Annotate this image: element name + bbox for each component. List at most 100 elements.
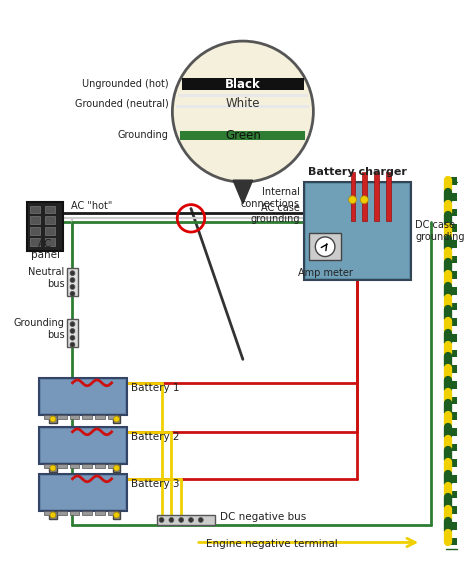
FancyBboxPatch shape <box>41 380 125 413</box>
FancyBboxPatch shape <box>446 287 457 294</box>
FancyBboxPatch shape <box>30 205 40 213</box>
Bar <box>176 105 310 108</box>
FancyBboxPatch shape <box>446 475 457 482</box>
Circle shape <box>169 517 174 522</box>
FancyBboxPatch shape <box>39 378 128 415</box>
FancyBboxPatch shape <box>446 193 457 200</box>
FancyBboxPatch shape <box>57 415 66 419</box>
FancyBboxPatch shape <box>446 522 457 530</box>
FancyBboxPatch shape <box>45 227 55 235</box>
Circle shape <box>70 284 75 289</box>
FancyBboxPatch shape <box>446 412 457 420</box>
FancyBboxPatch shape <box>446 538 457 546</box>
Bar <box>180 131 305 140</box>
FancyBboxPatch shape <box>446 396 457 404</box>
FancyBboxPatch shape <box>446 240 457 248</box>
FancyBboxPatch shape <box>446 475 457 482</box>
FancyBboxPatch shape <box>95 464 105 468</box>
FancyBboxPatch shape <box>351 172 356 221</box>
FancyBboxPatch shape <box>82 511 92 515</box>
FancyBboxPatch shape <box>57 511 66 515</box>
FancyBboxPatch shape <box>446 444 457 452</box>
Text: Grounded (neutral): Grounded (neutral) <box>75 99 168 109</box>
Circle shape <box>360 196 368 204</box>
FancyBboxPatch shape <box>446 506 457 514</box>
Circle shape <box>50 416 56 422</box>
FancyBboxPatch shape <box>113 511 120 519</box>
FancyBboxPatch shape <box>306 184 410 278</box>
Text: DC case
grounding: DC case grounding <box>415 220 465 242</box>
FancyBboxPatch shape <box>446 302 457 310</box>
FancyBboxPatch shape <box>49 464 57 472</box>
FancyBboxPatch shape <box>386 172 391 221</box>
FancyBboxPatch shape <box>44 464 54 468</box>
Text: Battery 1: Battery 1 <box>131 383 180 393</box>
Text: Internal
connections: Internal connections <box>241 187 300 208</box>
FancyBboxPatch shape <box>82 464 92 468</box>
FancyBboxPatch shape <box>446 208 457 216</box>
Text: AC "hot": AC "hot" <box>71 200 112 211</box>
FancyBboxPatch shape <box>66 319 78 347</box>
FancyBboxPatch shape <box>41 429 125 462</box>
FancyBboxPatch shape <box>95 415 105 419</box>
Bar <box>178 95 308 97</box>
FancyBboxPatch shape <box>446 177 457 185</box>
FancyBboxPatch shape <box>30 227 40 235</box>
Circle shape <box>349 196 356 204</box>
Circle shape <box>114 465 119 471</box>
Text: White: White <box>226 97 260 110</box>
FancyBboxPatch shape <box>446 334 457 342</box>
Text: Battery charger: Battery charger <box>308 167 407 177</box>
FancyBboxPatch shape <box>39 474 128 511</box>
FancyBboxPatch shape <box>446 506 457 514</box>
Polygon shape <box>233 180 253 204</box>
Text: DC negative bus: DC negative bus <box>220 512 307 522</box>
Circle shape <box>70 291 75 296</box>
FancyBboxPatch shape <box>446 208 457 216</box>
Text: Green: Green <box>225 128 261 142</box>
FancyBboxPatch shape <box>108 511 118 515</box>
FancyBboxPatch shape <box>446 318 457 326</box>
Text: AC
panel: AC panel <box>30 239 60 261</box>
FancyBboxPatch shape <box>446 177 457 185</box>
FancyBboxPatch shape <box>30 216 40 224</box>
Text: Ungrounded (hot): Ungrounded (hot) <box>82 79 168 89</box>
FancyBboxPatch shape <box>45 205 55 213</box>
Circle shape <box>50 512 56 518</box>
FancyBboxPatch shape <box>362 172 367 221</box>
FancyBboxPatch shape <box>70 464 79 468</box>
FancyBboxPatch shape <box>45 238 55 246</box>
FancyBboxPatch shape <box>310 233 341 261</box>
FancyBboxPatch shape <box>108 464 118 468</box>
FancyBboxPatch shape <box>44 511 54 515</box>
Circle shape <box>114 416 119 422</box>
Circle shape <box>70 278 75 283</box>
Text: Battery 3: Battery 3 <box>131 479 180 489</box>
FancyBboxPatch shape <box>82 415 92 419</box>
FancyBboxPatch shape <box>446 365 457 373</box>
FancyBboxPatch shape <box>303 182 411 280</box>
Circle shape <box>70 328 75 333</box>
FancyBboxPatch shape <box>30 238 40 246</box>
FancyBboxPatch shape <box>446 224 457 232</box>
FancyBboxPatch shape <box>70 415 79 419</box>
FancyBboxPatch shape <box>446 271 457 279</box>
FancyBboxPatch shape <box>446 459 457 467</box>
Text: Grounding: Grounding <box>118 130 168 140</box>
FancyBboxPatch shape <box>446 271 457 279</box>
FancyBboxPatch shape <box>446 334 457 342</box>
FancyBboxPatch shape <box>95 511 105 515</box>
FancyBboxPatch shape <box>446 444 457 452</box>
FancyBboxPatch shape <box>446 350 457 358</box>
FancyBboxPatch shape <box>27 202 63 251</box>
FancyBboxPatch shape <box>446 302 457 310</box>
Text: Grounding
bus: Grounding bus <box>14 318 64 340</box>
FancyBboxPatch shape <box>446 318 457 326</box>
FancyBboxPatch shape <box>446 256 457 263</box>
FancyBboxPatch shape <box>446 428 457 436</box>
Circle shape <box>70 271 75 276</box>
FancyBboxPatch shape <box>113 464 120 472</box>
FancyBboxPatch shape <box>446 287 457 294</box>
FancyBboxPatch shape <box>57 464 66 468</box>
FancyBboxPatch shape <box>446 193 457 200</box>
